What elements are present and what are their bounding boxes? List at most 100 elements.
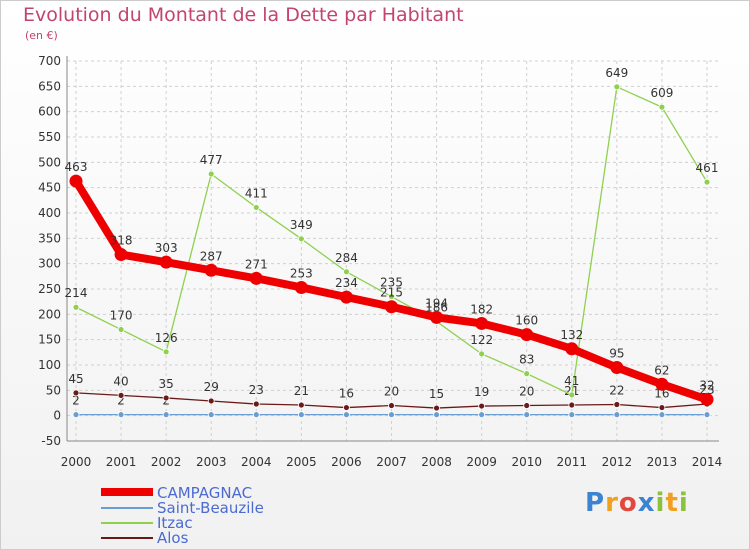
data-label-alos: 20 [384,385,399,399]
data-point-alos [478,402,486,410]
x-tick-label: 2006 [331,455,362,469]
data-label-itzac: 461 [696,161,719,175]
data-point-campagnac [610,361,624,375]
data-point-alos [433,404,440,412]
x-tick-label: 2014 [692,455,723,469]
data-label-alos: 23 [699,383,714,397]
data-point-campagnac [339,290,353,304]
data-point-campagnac [520,328,534,342]
data-label-campagnac: 271 [245,257,268,271]
data-point-campagnac [69,174,83,188]
data-point-itzac [72,303,80,311]
data-point-itzac [658,103,666,111]
data-label-campagnac: 215 [380,286,403,300]
data-point-campagnac [159,255,173,269]
y-tick-label: 250 [38,282,61,296]
data-label-campagnac: 318 [110,234,133,248]
y-tick-label: 100 [38,358,61,372]
data-point-saint-beauzile [478,411,486,419]
data-point-itzac [568,391,576,399]
data-label-alos: 19 [474,385,489,399]
data-point-campagnac [204,263,218,277]
data-label-alos: 35 [159,377,174,391]
data-point-itzac [252,204,260,211]
chart-title: Evolution du Montant de la Dette par Hab… [23,4,464,26]
data-point-alos [658,404,666,411]
data-point-alos [162,394,170,402]
data-point-alos [117,391,125,399]
data-label-alos: 15 [429,387,444,401]
x-tick-label: 2012 [602,455,633,469]
x-tick-label: 2004 [241,455,272,469]
data-point-saint-beauzile [433,411,440,419]
legend-swatch-alos [101,537,153,539]
x-tick-label: 2002 [151,455,182,469]
data-point-campagnac [565,342,579,356]
legend-swatch-itzac [101,522,153,524]
data-point-campagnac [430,310,444,324]
data-label-campagnac: 160 [515,314,538,328]
y-tick-label: 550 [38,130,61,144]
y-tick-label: 700 [38,54,61,68]
data-point-itzac [162,348,170,356]
data-label-itzac: 477 [200,153,223,167]
data-label-alos: 45 [68,372,83,386]
data-point-alos [388,402,395,409]
data-label-campagnac: 287 [200,249,223,263]
y-tick-label: 300 [38,257,61,271]
data-point-saint-beauzile [207,411,215,419]
legend-label: Saint-Beauzile [157,499,264,517]
y-tick-label: 650 [38,79,61,93]
data-point-saint-beauzile [658,411,666,419]
data-point-saint-beauzile [613,411,621,419]
data-point-alos [72,389,80,397]
y-tick-label: 350 [38,231,61,245]
data-label-alos: 23 [249,383,264,397]
data-point-saint-beauzile [72,411,80,419]
data-point-campagnac [385,300,398,314]
data-label-itzac: 649 [605,66,628,80]
y-tick-label: 450 [38,181,61,195]
data-point-saint-beauzile [388,411,395,419]
data-point-alos [523,402,531,409]
data-label-alos: 16 [339,387,354,401]
data-point-saint-beauzile [523,411,531,419]
data-label-itzac: 349 [290,218,313,232]
data-point-saint-beauzile [343,411,350,419]
data-point-itzac [703,178,711,186]
data-label-itzac: 284 [335,251,358,265]
data-point-campagnac [114,248,128,262]
chart-subtitle: (en €) [25,29,58,42]
data-point-alos [613,401,621,408]
y-tick-label: -50 [41,434,61,448]
x-tick-label: 2010 [511,455,542,469]
data-label-campagnac: 62 [654,363,669,377]
data-label-campagnac: 132 [560,328,583,342]
y-tick-label: 0 [53,409,61,423]
data-label-itzac: 122 [470,333,493,347]
data-point-saint-beauzile [703,411,711,419]
x-tick-label: 2005 [286,455,317,469]
data-label-itzac: 411 [245,186,268,200]
data-point-alos [252,400,260,408]
legend-label: Itzac [157,514,193,532]
data-point-alos [568,401,576,409]
data-label-campagnac: 463 [65,160,88,174]
data-label-itzac: 83 [519,353,534,367]
y-tick-label: 200 [38,307,61,321]
data-label-saint-beauzile: 2 [72,394,80,408]
data-label-alos: 21 [294,384,309,398]
data-label-campagnac: 95 [609,347,624,361]
data-label-itzac: 186 [425,300,448,314]
data-point-campagnac [475,316,489,330]
data-point-saint-beauzile [568,411,576,419]
x-tick-label: 2000 [61,455,92,469]
x-tick-label: 2008 [421,455,452,469]
data-point-alos [297,401,305,409]
x-tick-label: 2001 [106,455,137,469]
data-label-alos: 29 [204,380,219,394]
data-label-campagnac: 303 [155,241,178,255]
legend-label: Alos [157,529,189,547]
